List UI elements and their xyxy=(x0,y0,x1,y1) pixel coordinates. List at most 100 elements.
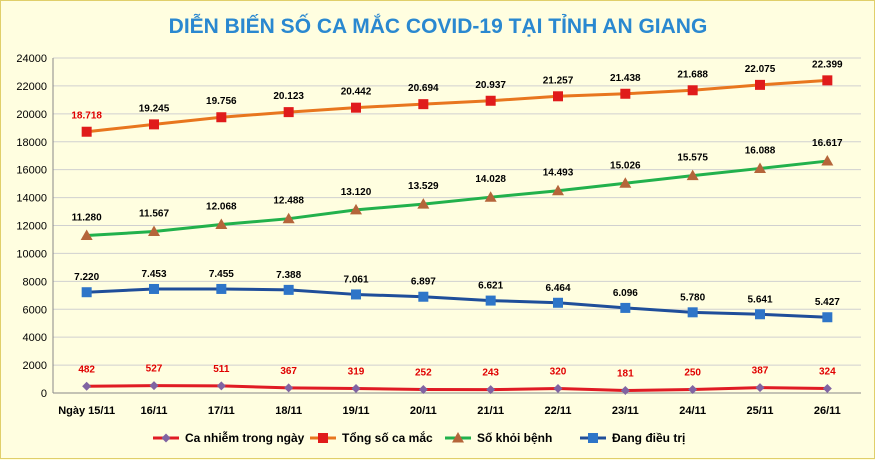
y-tick-label: 14000 xyxy=(16,193,47,205)
data-label: 20.123 xyxy=(273,91,304,102)
plot-area: 482 527 511 367 319 252 243 320 181 250 387 324 18.7… xyxy=(71,59,843,395)
data-label: 7.220 xyxy=(74,272,99,283)
series-line xyxy=(86,159,828,238)
data-point xyxy=(284,383,294,393)
data-label: 367 xyxy=(280,366,297,377)
legend-marker xyxy=(318,433,328,443)
legend-label: Số khỏi bệnh xyxy=(477,431,552,445)
data-point xyxy=(417,198,430,209)
y-tick-label: 2000 xyxy=(23,360,47,372)
series-line xyxy=(86,287,828,319)
data-label: 5.427 xyxy=(815,297,840,308)
data-point xyxy=(351,102,361,113)
data-label: 21.438 xyxy=(610,73,641,84)
data-label: 22.075 xyxy=(745,64,776,75)
data-label: 7.455 xyxy=(209,269,234,280)
data-label: 12.488 xyxy=(273,196,304,207)
data-label: 5.780 xyxy=(680,292,705,303)
data-point xyxy=(81,126,92,137)
data-label: 319 xyxy=(348,367,365,378)
data-point xyxy=(822,383,832,393)
data-label: 14.028 xyxy=(475,174,506,185)
data-label: 16.617 xyxy=(812,138,843,149)
data-point xyxy=(216,283,227,294)
data-label: 13.529 xyxy=(408,181,439,192)
data-point xyxy=(755,309,765,320)
data-point xyxy=(149,283,159,294)
data-label: 252 xyxy=(415,367,432,378)
y-tick-label: 12000 xyxy=(16,221,47,233)
data-point xyxy=(553,91,563,102)
data-label: 181 xyxy=(617,368,634,379)
data-label: 14.493 xyxy=(543,168,574,179)
data-label: 20.694 xyxy=(408,83,439,94)
y-tick-label: 8000 xyxy=(23,276,47,288)
x-tick-label: 17/11 xyxy=(208,405,235,417)
data-label: 16.088 xyxy=(745,145,776,156)
legend-marker xyxy=(588,433,598,443)
data-point xyxy=(82,381,92,391)
gridlines xyxy=(53,57,861,394)
x-tick-label: 25/11 xyxy=(747,405,774,417)
data-point xyxy=(755,79,765,90)
legend-item: Ca nhiễm trong ngày xyxy=(153,430,305,445)
data-label: 22.399 xyxy=(812,59,843,70)
legend-item: Số khỏi bệnh xyxy=(445,431,552,445)
data-point xyxy=(687,85,698,96)
y-tick-label: 16000 xyxy=(16,165,47,177)
data-label: 21.688 xyxy=(677,69,708,80)
y-tick-label: 24000 xyxy=(16,53,47,65)
x-tick-label: 16/11 xyxy=(141,405,168,417)
x-tick-label: 22/11 xyxy=(545,405,572,417)
data-point xyxy=(485,295,496,306)
x-tick-label: 21/11 xyxy=(477,405,504,417)
data-point xyxy=(553,297,563,308)
data-label: 11.280 xyxy=(72,213,102,224)
series-line xyxy=(86,384,828,392)
y-tick-label: 18000 xyxy=(16,137,47,149)
data-point xyxy=(81,287,92,298)
series-0: 482 527 511 367 319 252 243 320 181 250 387 324 xyxy=(78,364,836,395)
data-label: 19.756 xyxy=(206,96,237,107)
data-label: 7.061 xyxy=(343,274,368,285)
data-point xyxy=(619,177,632,188)
data-point xyxy=(552,184,564,196)
data-point xyxy=(485,95,496,106)
data-label: 7.388 xyxy=(276,270,301,281)
data-label: 19.245 xyxy=(139,103,170,114)
x-tick-label: Ngày 15/11 xyxy=(58,405,115,417)
series-2: 11.280 11.567 12.068 12.488 13.120 13.529 14.0… xyxy=(72,138,843,241)
data-point xyxy=(486,385,496,395)
data-point xyxy=(418,384,428,394)
data-label: 18.718 xyxy=(71,111,102,122)
data-label: 7.453 xyxy=(141,269,166,280)
data-label: 511 xyxy=(213,364,230,375)
legend-label: Ca nhiễm trong ngày xyxy=(185,430,305,445)
series-3: 7.220 7.453 7.455 7.388 7.061 6.897 6.621 6.464… xyxy=(74,269,840,323)
data-point xyxy=(216,112,227,123)
data-point xyxy=(418,291,429,302)
data-point xyxy=(620,88,631,99)
data-label: 11.567 xyxy=(139,209,169,220)
data-point xyxy=(80,229,93,241)
data-label: 324 xyxy=(819,366,836,377)
data-label: 12.068 xyxy=(206,202,237,213)
data-label: 15.575 xyxy=(677,153,708,164)
data-point xyxy=(687,307,698,318)
data-point xyxy=(351,289,361,300)
data-label: 6.897 xyxy=(411,277,436,288)
data-point xyxy=(822,312,833,323)
data-point xyxy=(283,107,294,118)
data-point xyxy=(553,384,563,394)
data-point xyxy=(216,381,226,391)
y-tick-label: 6000 xyxy=(23,304,47,316)
y-tick-label: 20000 xyxy=(16,109,47,121)
series-1: 18.718 19.245 19.756 20.123 20.442 20.694 20.9… xyxy=(71,59,843,137)
data-label: 13.120 xyxy=(341,187,372,198)
axes: 0 2000 4000 6000 8000 10000 12000 14000 16000 180… xyxy=(16,53,861,417)
data-point xyxy=(754,162,766,173)
data-point xyxy=(620,302,631,313)
y-tick-label: 0 xyxy=(41,388,47,400)
data-label: 20.442 xyxy=(341,87,372,98)
data-label: 250 xyxy=(684,368,701,379)
